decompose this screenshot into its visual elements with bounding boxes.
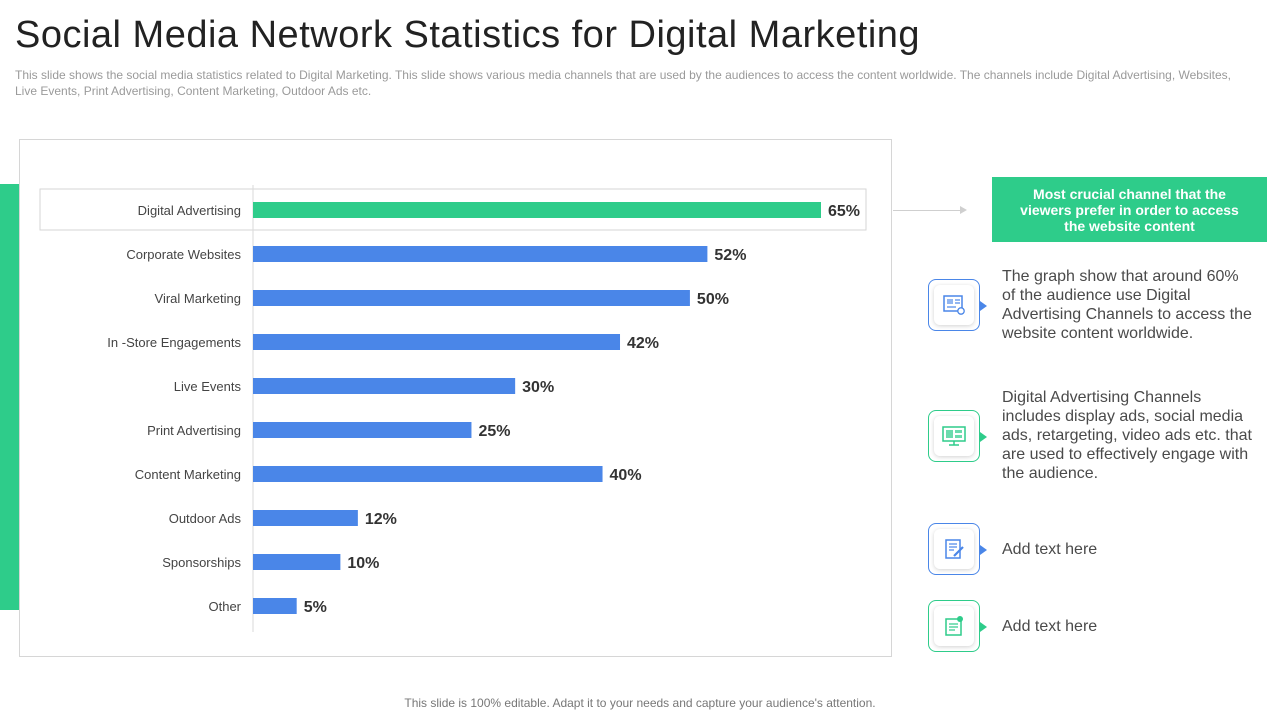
category-label: Other (208, 599, 241, 614)
info-text-2: Digital Advertising Channels includes di… (1002, 389, 1252, 482)
bar (253, 422, 472, 438)
data-label: 50% (697, 291, 729, 308)
data-label: 12% (365, 511, 397, 528)
info-text-3: Add text here (1002, 541, 1098, 558)
info-text-1: The graph show that around 60% of the au… (1002, 268, 1252, 342)
presentation-board-icon (943, 295, 965, 315)
monitor-ads-icon (942, 426, 966, 446)
presentation-board-icon-tile (928, 279, 987, 331)
footer-note: This slide is 100% editable. Adapt it to… (404, 696, 876, 710)
callout-text: Most crucial channel that the viewers pr… (1020, 185, 1239, 234)
bar (253, 290, 690, 306)
document-edit-icon (945, 539, 964, 559)
bar (253, 202, 821, 218)
bar (253, 466, 603, 482)
category-label: Print Advertising (147, 423, 241, 438)
category-label: Viral Marketing (155, 291, 241, 306)
data-label: 65% (828, 203, 860, 220)
document-edit-icon-tile (928, 523, 987, 575)
info-text-4: Add text here (1002, 618, 1098, 635)
data-label: 52% (714, 247, 746, 264)
bar (253, 334, 621, 350)
highlight-row-frame (39, 188, 867, 231)
page-title: Social Media Network Statistics for Digi… (15, 14, 921, 56)
category-label: Live Events (174, 379, 242, 394)
chart-panel: Digital Advertising 65% Corporate Websites… (19, 139, 892, 657)
bar-chart: Digital Advertising 65% Corporate Websites… (39, 185, 867, 632)
left-accent-bar (0, 184, 19, 610)
notepad-icon-tile (928, 600, 987, 652)
monitor-ads-icon-tile (928, 410, 987, 462)
callout-connector-line (893, 210, 963, 211)
category-label: Content Marketing (135, 467, 241, 482)
notepad-icon (945, 616, 963, 636)
bar (253, 598, 297, 614)
data-label: 30% (522, 379, 554, 396)
bar (253, 246, 708, 262)
bar (253, 378, 516, 394)
category-label: Sponsorships (162, 555, 241, 570)
data-label: 5% (304, 599, 327, 616)
callout-arrow-icon (960, 206, 967, 214)
category-label: Outdoor Ads (169, 511, 242, 526)
category-label: Corporate Websites (126, 247, 241, 262)
category-label: In -Store Engagements (107, 335, 241, 350)
data-label: 40% (610, 467, 642, 484)
data-label: 42% (627, 335, 659, 352)
callout-box: Most crucial channel that the viewers pr… (992, 177, 1267, 242)
category-label: Digital Advertising (138, 203, 241, 218)
data-label: 25% (478, 423, 510, 440)
page-subtitle: This slide shows the social media statis… (15, 68, 1231, 98)
bar (253, 510, 358, 526)
bar (253, 554, 341, 570)
data-label: 10% (347, 555, 379, 572)
